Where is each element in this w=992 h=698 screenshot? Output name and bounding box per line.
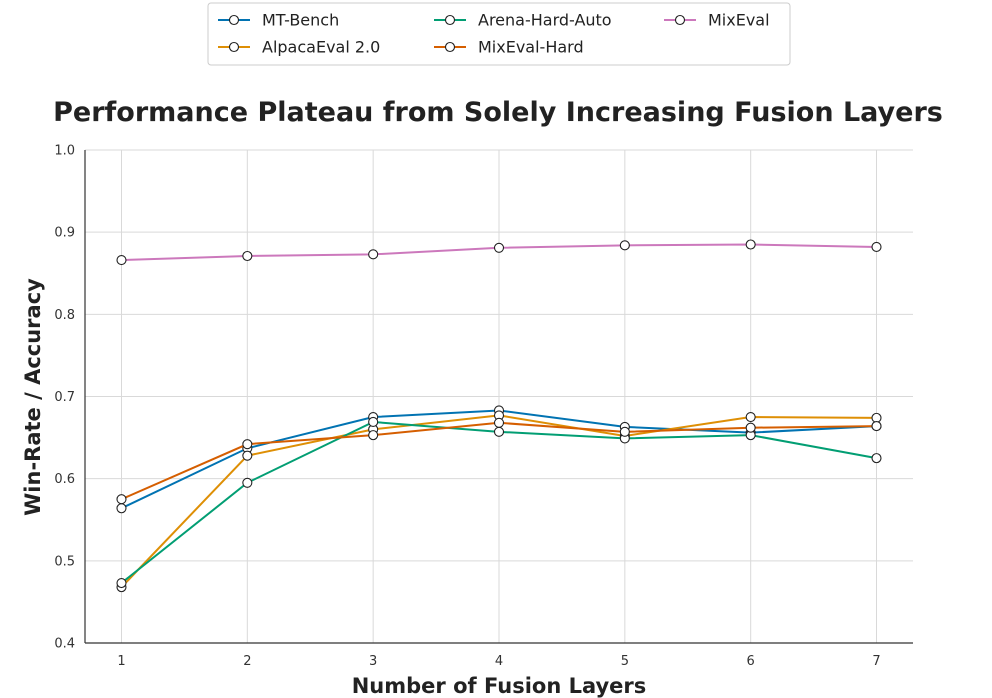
legend-label: MixEval [708, 11, 770, 30]
data-point [871, 241, 882, 253]
tick-labels: 0.4 0.5 0.6 0.7 0.8 0.9 1.0 1 2 3 4 5 6 7 [54, 144, 880, 670]
data-point [871, 453, 882, 464]
y-axis-label: Win-Rate / Accuracy [21, 278, 45, 516]
grid [85, 149, 913, 644]
legend-entry: MixEval-Hard [434, 38, 584, 57]
x-tick-label: 5 [621, 654, 629, 669]
data-point [493, 426, 505, 437]
x-axis-label: Number of Fusion Layers [352, 674, 647, 698]
legend-label: AlpacaEval 2.0 [262, 38, 380, 57]
series-group [116, 416, 882, 589]
legend-marker [674, 14, 686, 26]
legend-frame [207, 2, 791, 66]
legend-marker [444, 14, 456, 26]
data-point [116, 577, 127, 589]
chart-title: Performance Plateau from Solely Increasi… [53, 97, 943, 128]
x-tick-label: 3 [369, 654, 377, 669]
y-tick-label: 1.0 [54, 144, 75, 159]
legend-label: MT-Bench [262, 11, 339, 30]
data-point [242, 250, 253, 262]
y-tick-label: 0.4 [54, 637, 75, 652]
data-point [745, 411, 756, 423]
data-point [493, 417, 505, 428]
x-tick-label: 6 [747, 654, 755, 669]
data-point [116, 494, 127, 505]
legend-entry: MixEval [664, 11, 770, 30]
data-point [368, 430, 379, 441]
data-point [745, 422, 756, 433]
x-tick-label: 2 [243, 654, 251, 669]
data-point [493, 242, 505, 253]
data-point [619, 240, 630, 251]
y-tick-label: 0.5 [54, 554, 75, 569]
legend-label: MixEval-Hard [478, 38, 584, 57]
series-layer [116, 239, 882, 593]
y-tick-label: 0.7 [54, 390, 75, 405]
y-tick-label: 0.9 [54, 226, 75, 241]
legend: MT-Bench AlpacaEval 2.0 Arena-Hard-Auto Mix… [207, 2, 791, 66]
data-point [871, 421, 882, 432]
data-point [242, 439, 253, 450]
data-point [871, 412, 882, 423]
y-tick-label: 0.8 [54, 308, 75, 323]
series-group [116, 239, 882, 266]
x-tick-label: 7 [872, 654, 880, 669]
data-point [242, 477, 253, 488]
legend-marker [444, 41, 456, 53]
data-point [116, 255, 127, 266]
y-tick-label: 0.6 [54, 472, 75, 487]
data-point [368, 249, 379, 260]
data-point [745, 239, 756, 250]
x-tick-label: 4 [495, 654, 503, 669]
data-point [242, 450, 253, 461]
axes [84, 150, 913, 644]
series-group [116, 417, 882, 505]
data-point [116, 503, 127, 514]
legend-entry: AlpacaEval 2.0 [218, 38, 380, 57]
data-point [619, 426, 630, 437]
legend-entry: MT-Bench [218, 11, 339, 30]
legend-marker [228, 14, 240, 26]
data-point [368, 416, 379, 428]
legend-marker [228, 41, 240, 53]
x-tick-label: 1 [117, 654, 125, 669]
series-group [116, 410, 882, 593]
legend-label: Arena-Hard-Auto [478, 11, 612, 30]
legend-entry: Arena-Hard-Auto [434, 11, 612, 30]
